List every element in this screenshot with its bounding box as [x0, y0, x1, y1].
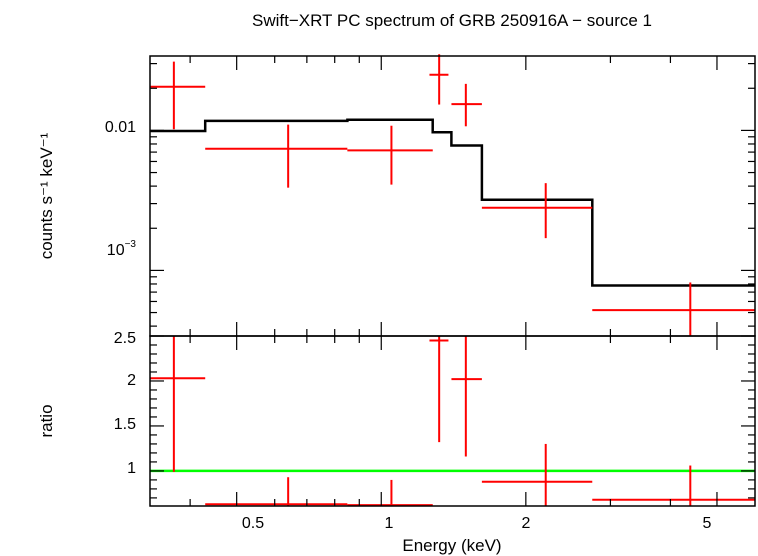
chart-title: Swift−XRT PC spectrum of GRB 250916A − s… [252, 11, 652, 30]
y-tick-label-0.01: 0.01 [105, 119, 136, 136]
ratio-frame [149, 335, 756, 507]
x-tick-label-5: 5 [703, 515, 712, 532]
y-axis-label-ratio: ratio [37, 404, 56, 437]
y-tick-label-2.5: 2.5 [114, 330, 136, 347]
y-tick-label-1.5: 1.5 [114, 416, 136, 433]
x-tick-label-0.5: 0.5 [242, 515, 264, 532]
axis-ticks [150, 56, 755, 506]
spectrum-frame [149, 55, 756, 337]
ratio-panel [150, 336, 755, 507]
x-tick-label-1: 1 [385, 515, 394, 532]
x-axis-label: Energy (keV) [402, 536, 501, 555]
y-tick-label-2: 2 [127, 372, 136, 389]
spectrum-panel [150, 54, 755, 336]
x-tick-label-2: 2 [522, 515, 531, 532]
y-tick-label-1: 1 [127, 460, 136, 477]
y-tick-label-1e-3: 10−3 [107, 239, 137, 259]
y-axis-label-spectrum: counts s⁻¹ keV⁻¹ [37, 132, 56, 259]
model-step-line [150, 118, 755, 287]
